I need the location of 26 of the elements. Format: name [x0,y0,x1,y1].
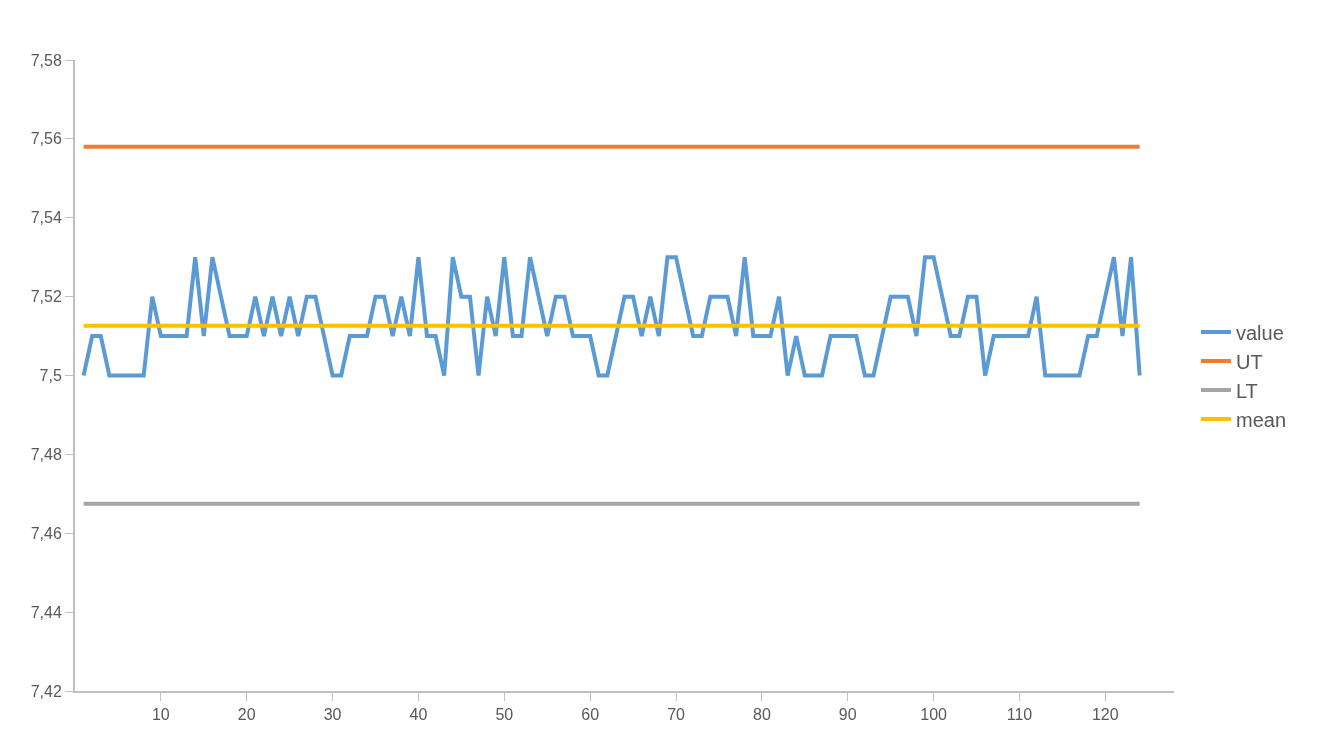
y-tick-label: 7,44 [30,603,62,621]
y-tick-label: 7,52 [30,288,62,306]
legend-label: LT [1235,379,1258,402]
y-tick-label: 7,5 [39,367,62,385]
legend-label: UT [1235,350,1263,373]
x-tick-label: 90 [838,706,857,724]
y-tick-label: 7,48 [30,445,62,463]
x-tick-label: 110 [1006,706,1033,724]
y-tick-label: 7,54 [30,209,62,227]
x-tick-label: 20 [237,706,256,724]
x-tick-label: 80 [752,706,771,724]
y-tick-label: 7,58 [30,51,62,69]
x-tick-label: 10 [151,706,170,724]
x-tick-label: 120 [1091,706,1119,724]
x-tick-label: 70 [667,706,686,724]
x-tick-label: 30 [323,706,342,724]
x-tick-label: 100 [920,706,948,724]
y-tick-label: 7,56 [30,130,62,148]
line-series [81,255,1142,378]
y-tick-label: 7,46 [30,524,62,542]
legend-label: value [1235,321,1284,344]
x-tick-label: 60 [581,706,600,724]
x-tick-label: 50 [495,706,514,724]
x-tick-label: 40 [409,706,428,724]
legend-label: mean [1235,408,1287,431]
y-tick-label: 7,42 [30,682,62,700]
